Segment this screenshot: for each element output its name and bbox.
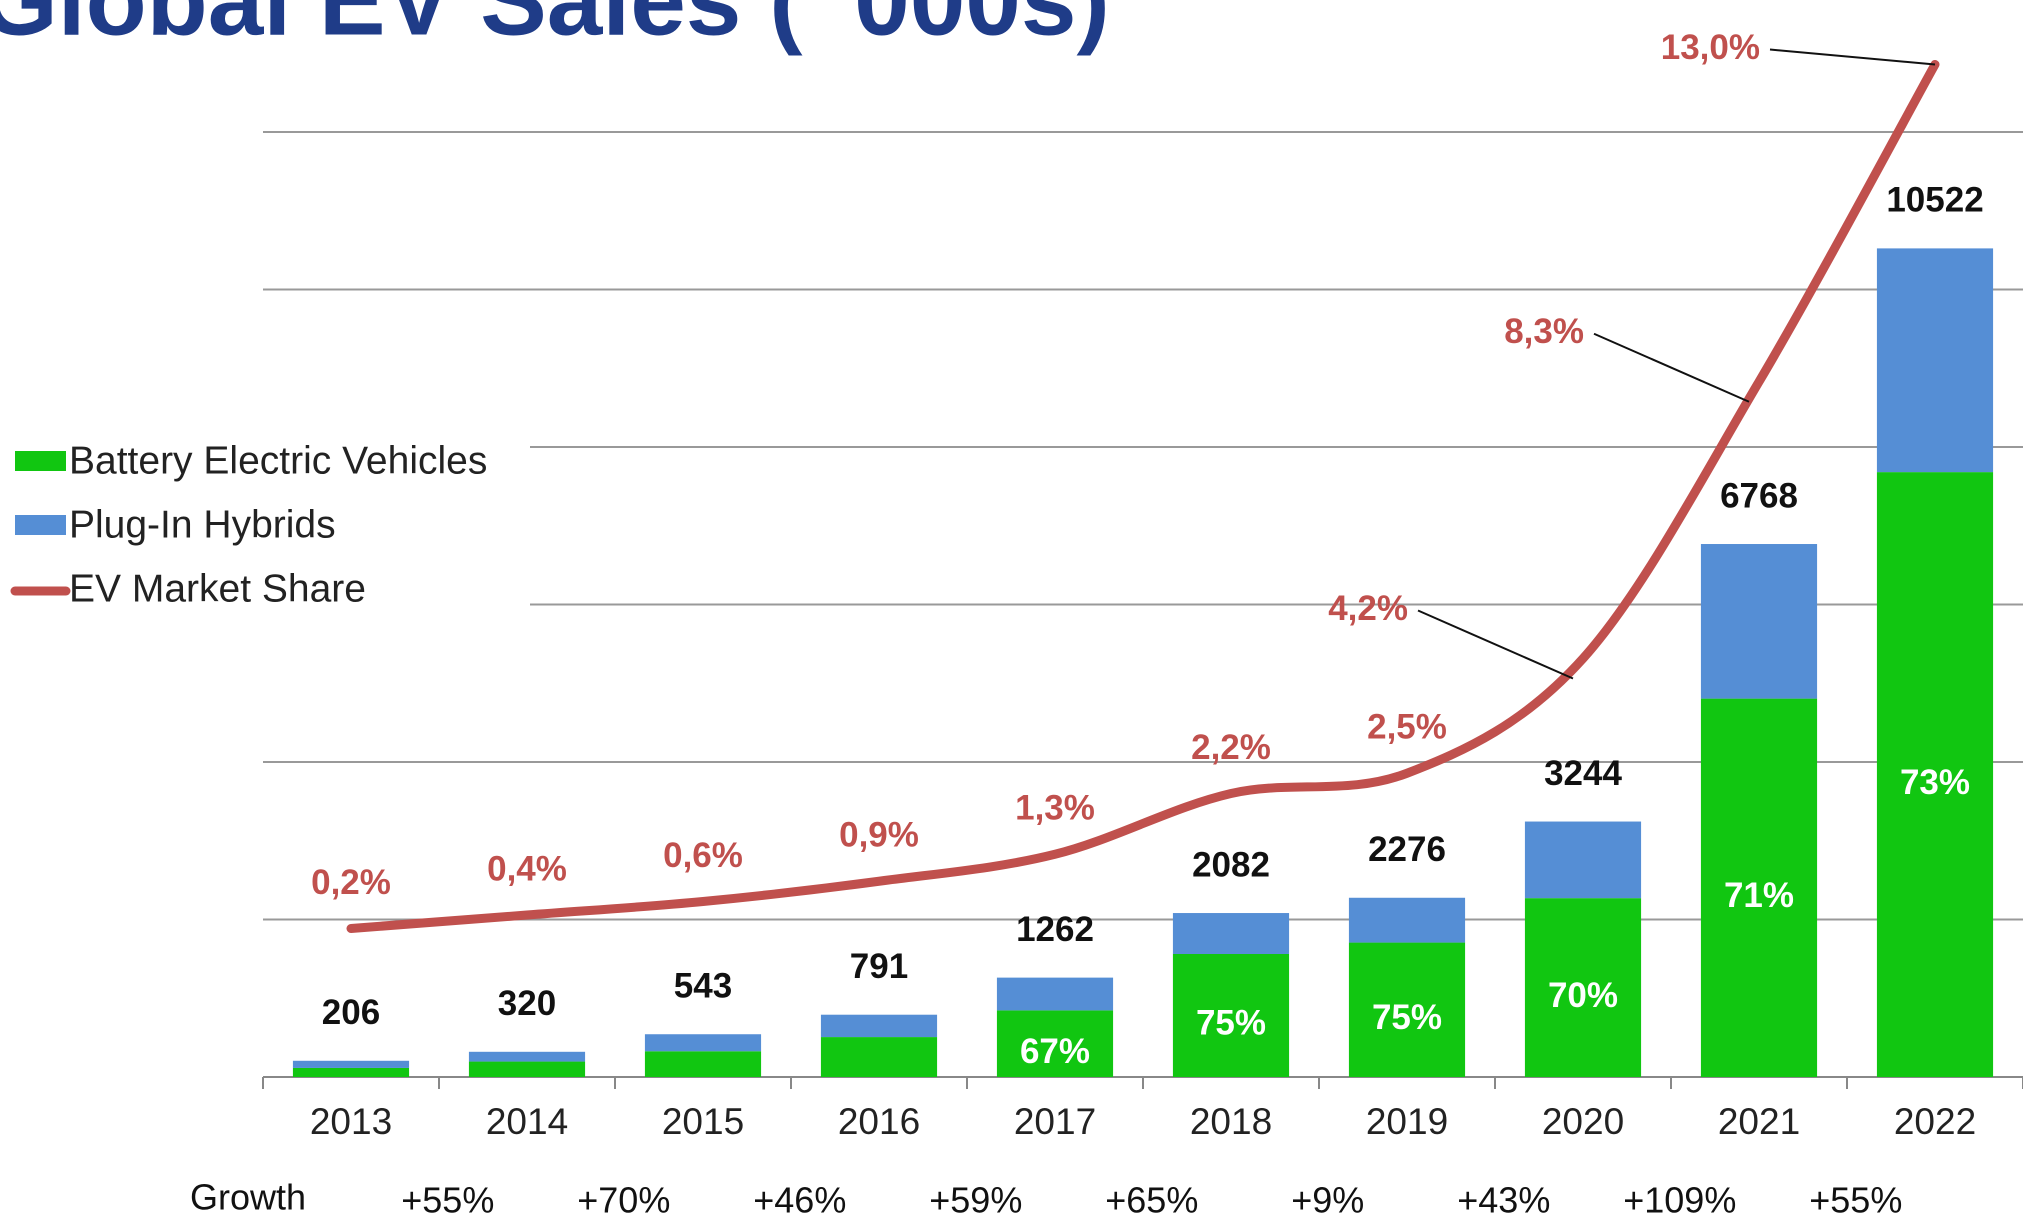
total-label: 543 [674, 966, 732, 1005]
bar-segment [1172, 913, 1290, 954]
share-value-label: 4,2% [1328, 589, 1408, 628]
share-value-label: 13,0% [1661, 28, 1760, 67]
share-line [346, 60, 1940, 933]
total-label: 6768 [1720, 476, 1798, 515]
legend-bg [10, 432, 530, 622]
total-label: 1262 [1016, 910, 1094, 949]
share-label: 71% [1724, 876, 1794, 915]
total-label: 3244 [1544, 754, 1622, 793]
share-value-label: 0,4% [487, 849, 567, 888]
share-label: 73% [1900, 763, 1970, 802]
bar-segment [1876, 472, 1994, 1078]
bar-segment [1348, 942, 1466, 1077]
legend-label: EV Market Share [69, 567, 366, 610]
legend-label: Battery Electric Vehicles [69, 439, 487, 482]
share-value-label: 0,6% [663, 836, 743, 875]
legend-label: Plug-In Hybrids [69, 503, 336, 546]
growth-label: +55% [401, 1180, 494, 1221]
leader-line [1769, 48, 1936, 66]
growth-label: +65% [1105, 1180, 1198, 1221]
legend-swatch [15, 515, 66, 535]
bar-segment [1524, 898, 1642, 1077]
total-label: 206 [322, 993, 380, 1032]
bar-segment [1348, 897, 1466, 943]
share-value-label: 2,5% [1367, 708, 1447, 747]
share-label: 75% [1372, 998, 1442, 1037]
total-label: 2082 [1192, 845, 1270, 884]
bar-segment [1700, 544, 1818, 699]
bar-segment [292, 1060, 410, 1068]
growth-label: +109% [1623, 1180, 1736, 1221]
bar-segment [292, 1067, 410, 1077]
bar-segment [820, 1014, 938, 1038]
share-label: 67% [1020, 1032, 1090, 1071]
bar-segment [644, 1051, 762, 1077]
legend-swatch [15, 451, 66, 471]
x-tick-label: 2013 [310, 1101, 392, 1142]
bar-segment [468, 1051, 586, 1062]
bar-segment [1876, 248, 1994, 473]
leader-line [1417, 609, 1574, 680]
legend: Battery Electric Vehicles Plug-In Hybrids… [10, 432, 530, 622]
total-label: 320 [498, 984, 556, 1023]
plot: 206 2013 320 2014 543 2015 791 2016 67% 1262 2017 7… [10, 28, 2023, 1221]
growth-title: Growth [190, 1177, 306, 1218]
share-value-label: 2,2% [1191, 728, 1271, 767]
share-value-label: 0,9% [839, 816, 919, 855]
share-value-label: 8,3% [1504, 312, 1584, 351]
growth-label: +46% [753, 1180, 846, 1221]
leader-line [1593, 332, 1750, 403]
share-value-label: 0,2% [311, 863, 391, 902]
bar-segment [1700, 698, 1818, 1077]
x-tick-label: 2020 [1542, 1101, 1624, 1142]
growth-label: +70% [577, 1180, 670, 1221]
bar-segment [644, 1034, 762, 1052]
bar-segment [820, 1037, 938, 1077]
bar-segment [996, 1010, 1114, 1077]
growth-label: +9% [1291, 1180, 1364, 1221]
bar-segment [1524, 821, 1642, 899]
x-tick-label: 2019 [1366, 1101, 1448, 1142]
growth-label: +59% [929, 1180, 1022, 1221]
x-tick-label: 2015 [662, 1101, 744, 1142]
x-tick-label: 2014 [486, 1101, 568, 1142]
x-tick-label: 2018 [1190, 1101, 1272, 1142]
share-label: 70% [1548, 976, 1618, 1015]
total-label: 2276 [1368, 830, 1446, 869]
total-label: 791 [850, 947, 908, 986]
chart-title: Global EV Sales ( '000s) [0, 0, 1110, 56]
share-label: 75% [1196, 1004, 1266, 1043]
x-tick-label: 2016 [838, 1101, 920, 1142]
bar-segment [468, 1061, 586, 1077]
growth-label: +55% [1809, 1180, 1902, 1221]
x-tick-label: 2022 [1894, 1101, 1976, 1142]
bar-segment [996, 977, 1114, 1011]
bar-segment [1172, 953, 1290, 1077]
growth-label: +43% [1457, 1180, 1550, 1221]
x-tick-label: 2017 [1014, 1101, 1096, 1142]
total-label: 10522 [1886, 181, 1983, 220]
x-tick-label: 2021 [1718, 1101, 1800, 1142]
share-value-label: 1,3% [1015, 789, 1095, 828]
